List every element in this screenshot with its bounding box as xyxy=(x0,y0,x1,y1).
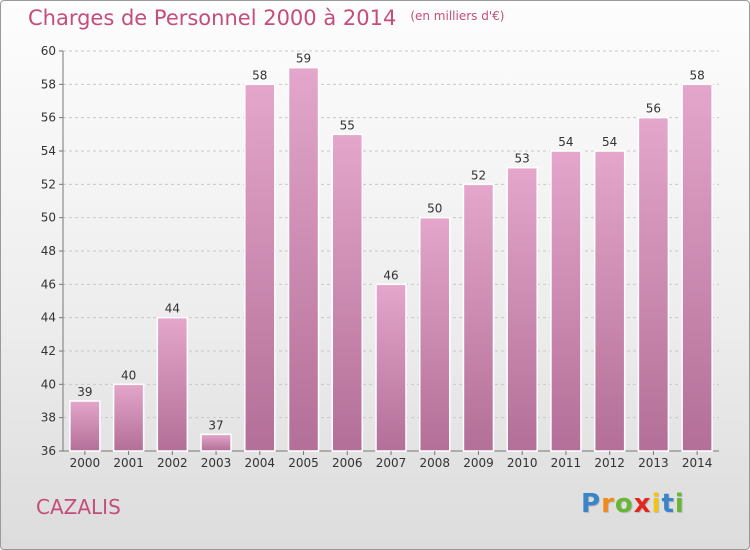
bar-2013 xyxy=(637,116,670,452)
bar-value-label: 59 xyxy=(296,52,311,66)
bar-2009 xyxy=(462,183,495,452)
bar-value-label: 39 xyxy=(77,385,92,399)
bar-value-label: 46 xyxy=(383,268,398,282)
bar-value-label: 58 xyxy=(689,68,704,82)
brand-letter: i xyxy=(651,489,662,519)
chart-subtitle: (en milliers d'€) xyxy=(410,9,505,23)
x-tick-label: 2006 xyxy=(332,456,363,470)
y-tick-label: 38 xyxy=(41,411,56,425)
place-name: CAZALIS xyxy=(36,495,121,519)
bar-2003 xyxy=(200,433,232,452)
brand-logo: Proxiti xyxy=(581,489,685,519)
x-tick-label: 2012 xyxy=(594,456,625,470)
x-tick-label: 2005 xyxy=(288,456,319,470)
x-tick-label: 2009 xyxy=(463,456,494,470)
x-tick-label: 2001 xyxy=(113,456,144,470)
bar-2010 xyxy=(506,166,538,452)
bar-2012 xyxy=(593,150,626,452)
bar-2008 xyxy=(418,216,451,452)
y-tick-label: 54 xyxy=(41,144,56,158)
x-tick-label: 2000 xyxy=(70,456,101,470)
bar-2006 xyxy=(331,133,364,452)
y-tick-label: 50 xyxy=(41,211,56,225)
x-tick-label: 2004 xyxy=(245,456,276,470)
y-tick-label: 44 xyxy=(41,311,56,325)
bar-2011 xyxy=(550,150,582,452)
brand-letter: t xyxy=(661,489,675,519)
bar-value-label: 54 xyxy=(558,135,573,149)
brand-letter: P xyxy=(581,489,602,519)
bar-value-label: 37 xyxy=(208,418,223,432)
x-tick-label: 2007 xyxy=(376,456,407,470)
x-tick-label: 2013 xyxy=(638,456,669,470)
y-tick-label: 48 xyxy=(41,244,56,258)
bar-value-label: 44 xyxy=(165,302,180,316)
y-tick-label: 36 xyxy=(41,444,56,458)
y-tick-label: 40 xyxy=(41,377,56,391)
bar-value-label: 50 xyxy=(427,202,442,216)
bar-2007 xyxy=(375,283,407,452)
bar-2014 xyxy=(681,83,713,452)
x-tick-label: 2011 xyxy=(551,456,582,470)
bar-value-label: 54 xyxy=(602,135,617,149)
x-tick-label: 2002 xyxy=(157,456,188,470)
x-tick-label: 2014 xyxy=(682,456,713,470)
bar-value-label: 40 xyxy=(121,368,136,382)
bar-2000 xyxy=(69,400,101,452)
chart-title-text: Charges de Personnel 2000 à 2014 xyxy=(28,6,397,30)
y-tick-label: 60 xyxy=(41,44,56,58)
brand-letter: o xyxy=(614,489,634,519)
y-tick-label: 56 xyxy=(41,111,56,125)
brand-letter: i xyxy=(674,489,685,519)
y-tick-label: 58 xyxy=(41,77,56,91)
bar-value-label: 55 xyxy=(340,118,355,132)
bar-value-label: 53 xyxy=(515,152,530,166)
chart-title: Charges de Personnel 2000 à 2014 (en mill… xyxy=(28,6,504,30)
bar-value-label: 52 xyxy=(471,168,486,182)
x-tick-label: 2008 xyxy=(419,456,450,470)
x-tick-label: 2003 xyxy=(201,456,232,470)
bar-2002 xyxy=(156,316,189,452)
bar-value-label: 58 xyxy=(252,68,267,82)
brand-letter: r xyxy=(601,489,615,519)
bar-2005 xyxy=(287,66,320,452)
bar-2004 xyxy=(244,83,276,452)
y-tick-label: 52 xyxy=(41,177,56,191)
brand-letter: x xyxy=(633,489,652,519)
y-tick-label: 42 xyxy=(41,344,56,358)
x-tick-label: 2010 xyxy=(507,456,538,470)
bar-value-label: 56 xyxy=(646,102,661,116)
y-tick-label: 46 xyxy=(41,277,56,291)
bar-2001 xyxy=(112,383,145,452)
